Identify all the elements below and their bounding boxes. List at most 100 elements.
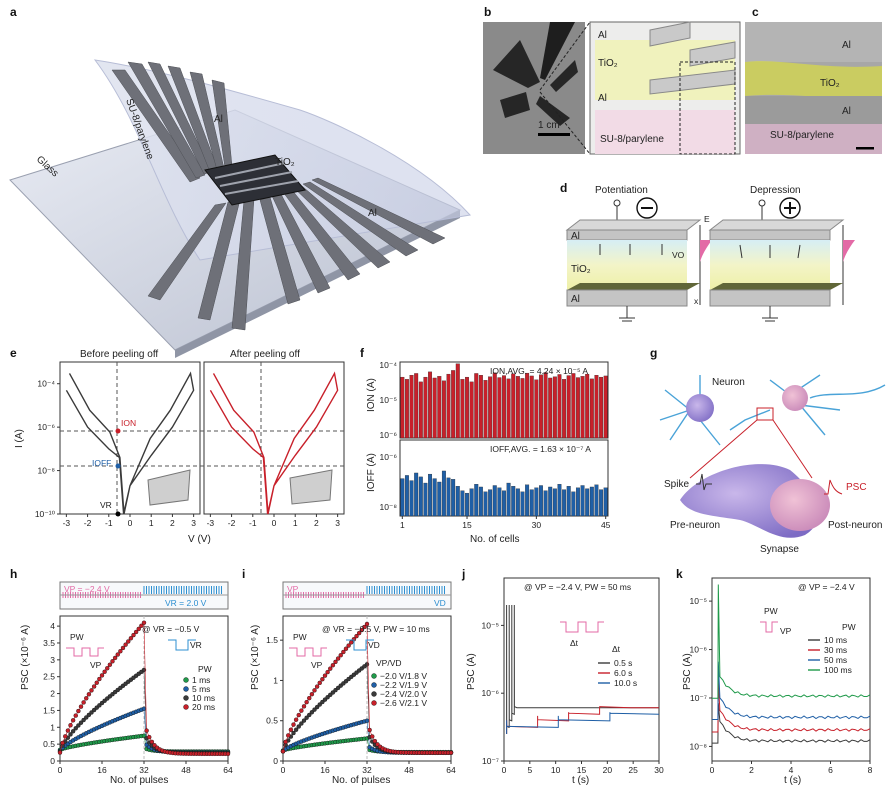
j-legend: 0.5 s6.0 s10.0 s [598, 658, 637, 688]
f-bar-off [492, 485, 497, 517]
e-xtick-label: 1 [149, 518, 154, 528]
f-bar-off [562, 489, 567, 517]
data-point [110, 659, 115, 664]
f-bar-on [400, 376, 405, 439]
f-bar-on [432, 377, 437, 439]
c-label-su8: SU-8/parylene [770, 130, 834, 141]
k-ytick-label: 10⁻⁶ [690, 645, 707, 655]
f-xtick-label: 15 [462, 520, 472, 530]
xtick-label: 64 [446, 765, 456, 775]
f-bar-on [599, 376, 604, 439]
e-ion-label: ION [121, 418, 136, 428]
h-pulse-inset [66, 639, 196, 657]
f-ytick-top-label: 10⁻⁶ [380, 430, 397, 440]
legend-marker [183, 686, 189, 692]
data-point [314, 684, 320, 689]
data-point [131, 632, 136, 638]
i-pulse-inset [289, 639, 374, 657]
e-xtick-label: 2 [314, 518, 319, 528]
f-bar-on [594, 375, 599, 439]
legend-marker [371, 691, 377, 697]
potentiation-stack: Al TiO₂ Al VO E x [565, 197, 712, 322]
ytick-label: 0 [273, 756, 278, 766]
data-point [309, 691, 315, 697]
e-dashed-guides [60, 362, 344, 514]
data-point [102, 669, 107, 674]
e-title-left: Before peeling off [80, 349, 158, 360]
j-ylabel: PSC (A) [466, 653, 477, 690]
f-bar-on [428, 371, 433, 439]
xtick-label: 32 [139, 765, 149, 775]
data-point [317, 680, 322, 686]
f-bar-on [502, 375, 506, 439]
data-point [335, 656, 341, 661]
f-bar-off [488, 489, 493, 517]
h-vr-inset-label: VR [190, 640, 202, 650]
ytick-label: 3.5 [43, 638, 55, 648]
scalebar-b [538, 133, 570, 136]
d-e-axis: E [704, 214, 710, 224]
f-bar-off [506, 482, 511, 517]
data-point [78, 720, 84, 725]
e-ytick-label: 10⁻⁴ [37, 379, 55, 389]
data-point [325, 669, 330, 675]
legend-marker [371, 700, 377, 706]
c-label-al1: Al [842, 40, 851, 51]
f-bar-off [414, 472, 419, 517]
k-ytick-label: 10⁻⁷ [690, 693, 707, 703]
f-bar-on [465, 376, 469, 439]
e-ylabel: I (A) [14, 429, 25, 448]
e-title-right: After peeling off [230, 349, 300, 360]
f-bar-on [478, 375, 483, 439]
data-point [107, 662, 113, 667]
data-point [296, 724, 301, 729]
f-bar-on [534, 379, 539, 439]
k-plot-area: 0 2 4 6 8 10⁻⁵ 10⁻⁶ 10⁻⁷ 10⁻⁸ [689, 584, 873, 775]
data-point [280, 749, 286, 754]
data-point [307, 695, 312, 701]
f-bar-on [552, 376, 557, 439]
legend-marker [371, 673, 377, 679]
g-zoom-line-2 [689, 419, 758, 479]
j-xtick-label: 30 [654, 765, 664, 775]
f-ytick-bot-label: 10⁻⁶ [380, 452, 397, 462]
j-ytick-label: 10⁻⁵ [482, 620, 499, 630]
data-point [293, 727, 299, 732]
e-inset-photos [147, 469, 333, 506]
panel-h: h VP = −2.4 V VR = 2.0 V 0 16 32 48 6400.511… [10, 567, 233, 786]
data-point [65, 728, 71, 733]
j-xtick-label: 20 [603, 765, 613, 775]
xtick-label: 0 [281, 765, 286, 775]
i-legend-title: VP/VD [376, 658, 402, 668]
data-point [322, 673, 328, 678]
data-point [299, 708, 304, 713]
f-xtick-label: 30 [532, 520, 542, 530]
data-point [296, 712, 301, 718]
b-label-al2: Al [598, 93, 607, 104]
k-series-line [712, 661, 871, 720]
data-point [356, 630, 362, 636]
data-point [225, 751, 231, 757]
f-bars-bottom [400, 470, 608, 517]
f-bar-off [502, 490, 506, 517]
ytick-label: 1.5 [43, 705, 55, 715]
f-ytick-bot-label: 10⁻⁸ [379, 502, 397, 512]
f-annotation-bottom: IOFF,AVG. = 1.63 × 10⁻⁷ A [490, 444, 591, 454]
f-bar-on [455, 363, 460, 439]
data-point [283, 739, 288, 745]
data-point [346, 643, 351, 648]
j-plot-frame [503, 577, 660, 762]
f-bar-on [580, 376, 585, 439]
e-xtick-label: -1 [105, 518, 113, 528]
data-point [354, 633, 359, 639]
potentiation-label: Potentiation [595, 185, 648, 196]
ytick-label: 2 [50, 689, 55, 699]
f-bar-on [414, 373, 419, 439]
data-point [304, 699, 309, 705]
b-label-tio2: TiO₂ [598, 58, 618, 69]
panel-j: j 0 5 10 15 20 25 30 10⁻⁵ 10⁻⁶ 10⁻⁷ @ VP = −2.4 V… [461, 567, 664, 786]
data-point [372, 738, 378, 744]
tem-al-top [745, 22, 882, 62]
e-xtick-label: -3 [63, 518, 71, 528]
